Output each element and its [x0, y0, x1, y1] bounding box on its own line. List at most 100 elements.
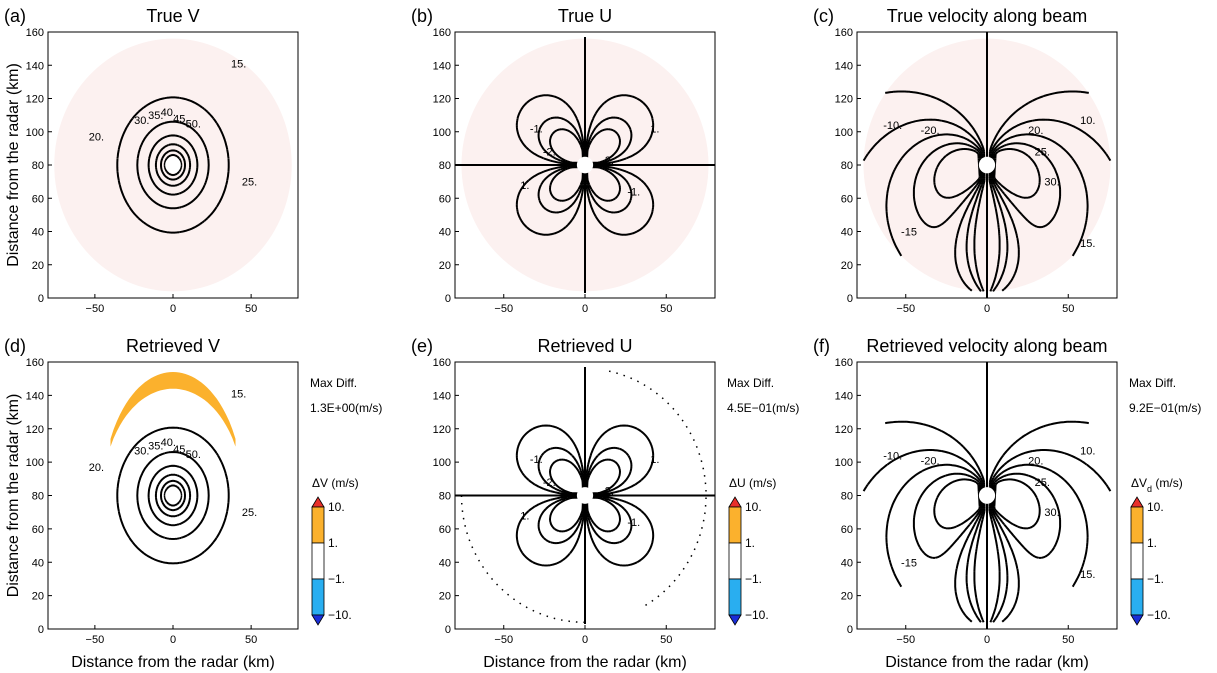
contour-line	[147, 464, 199, 527]
colorbar-tick-label: 1.	[328, 536, 338, 550]
contour-label: 20.	[1028, 455, 1043, 467]
colorbar-over-arrow	[1130, 496, 1144, 508]
max-diff-value: 4.5E−01(m/s)	[727, 401, 799, 415]
colorbar-tick-label: 10.	[1147, 500, 1164, 514]
panel-title: True V	[146, 6, 199, 26]
contour-line	[885, 133, 984, 292]
contour-label: 15.	[1080, 238, 1095, 250]
x-tick-label: 50	[1062, 634, 1074, 646]
chart-panel: 15. 20. 25. 30.35.40.45.50. 0 20 40 60 80 100 120 1…	[4, 6, 299, 315]
vortex-eye	[165, 156, 181, 174]
contour-label: 1.	[520, 180, 529, 192]
y-tick-label: 100	[433, 127, 451, 139]
panel-label: (a)	[4, 6, 26, 26]
y-tick-label: 20	[439, 260, 451, 272]
panel-title: Retrieved U	[537, 336, 632, 356]
y-tick-label: 160	[835, 27, 853, 39]
contour-line	[116, 96, 230, 234]
contour-line	[154, 143, 192, 187]
contour-line	[160, 479, 186, 512]
x-tick-label: 50	[245, 303, 257, 315]
x-tick-label: 0	[984, 303, 990, 315]
contour-line	[515, 424, 655, 567]
y-tick-label: 40	[439, 227, 451, 239]
x-tick-label: −50	[896, 303, 915, 315]
panel-label: (b)	[411, 6, 433, 26]
contour-line	[862, 449, 985, 623]
colorbar-over-arrow	[728, 496, 742, 508]
colorbar-segment	[728, 542, 742, 580]
panel-title: Retrieved velocity along beam	[866, 336, 1107, 356]
colorbar-tick-label: −10.	[1147, 608, 1171, 622]
y-tick-label: 80	[439, 160, 451, 172]
boundary-arc-right	[605, 369, 707, 606]
colorbar-segment	[728, 506, 742, 544]
contour-label: 15.	[1080, 569, 1095, 581]
x-tick-label: 50	[245, 634, 257, 646]
y-tick-label: 140	[835, 390, 853, 402]
contour-label: -1.	[627, 517, 640, 529]
contour-label: -2.	[543, 147, 556, 159]
contour-label: 30.	[1044, 507, 1059, 519]
contour-line	[163, 484, 183, 507]
y-tick-label: 160	[26, 27, 44, 39]
panel-title: True U	[558, 6, 612, 26]
max-diff-value: 9.2E−01(m/s)	[1129, 401, 1201, 415]
contour-line	[862, 118, 985, 292]
y-tick-label: 120	[835, 94, 853, 106]
max-diff-label: Max Diff.	[310, 376, 357, 390]
contour-line	[537, 116, 633, 214]
y-tick-label: 0	[445, 293, 451, 305]
contour-label: -2.	[543, 477, 556, 489]
colorbar-title-main: ΔV	[1131, 476, 1147, 490]
x-axis-label: Distance from the radar (km)	[483, 654, 687, 671]
colorbar-tick-label: −1.	[1147, 572, 1164, 586]
max-diff-label: Max Diff.	[1129, 376, 1176, 390]
contour-label: -10.	[883, 120, 902, 132]
y-tick-label: 0	[38, 293, 44, 305]
panel-label: (f)	[813, 336, 830, 356]
y-axis-label: Distance from the radar (km)	[5, 63, 22, 267]
colorbar-tick-label: 10.	[745, 500, 762, 514]
y-tick-label: 60	[439, 524, 451, 536]
contour-line	[933, 148, 981, 199]
contour-label: 30.	[134, 115, 149, 127]
plot-area	[455, 36, 715, 294]
colorbar-title: ΔU (m/s)	[729, 476, 776, 490]
y-tick-label: 80	[439, 491, 451, 503]
contour-line	[912, 472, 982, 559]
colorbar-segment	[1130, 506, 1144, 544]
difference-region	[110, 372, 236, 447]
contour-label: -1.	[530, 123, 543, 135]
contour-label: -20.	[921, 455, 940, 467]
y-tick-label: 100	[835, 127, 853, 139]
y-tick-label: 0	[847, 624, 853, 636]
contour-line	[988, 420, 1089, 623]
plot-area	[54, 38, 292, 292]
y-tick-label: 20	[841, 260, 853, 272]
contour-line	[515, 424, 655, 567]
contour-label: 20.	[1028, 125, 1043, 137]
contour-label: 10.	[1080, 445, 1095, 457]
y-tick-label: 40	[32, 227, 44, 239]
x-axis-label: Distance from the radar (km)	[885, 654, 1089, 671]
contour-label: -10.	[883, 450, 902, 462]
vortex-eye	[576, 487, 594, 504]
contour-label: -1.	[530, 454, 543, 466]
panel-title: Retrieved V	[126, 336, 220, 356]
y-tick-label: 20	[32, 260, 44, 272]
contour-label: 20.	[89, 132, 104, 144]
plot-area	[455, 367, 715, 624]
x-tick-label: −50	[86, 303, 105, 315]
contour-label: 2.	[605, 485, 614, 497]
panel-label: (e)	[411, 336, 433, 356]
contour-label: 1.	[520, 511, 529, 523]
y-tick-label: 0	[445, 624, 451, 636]
max-diff-label: Max Diff.	[727, 376, 774, 390]
y-tick-label: 140	[835, 60, 853, 72]
y-tick-label: 40	[841, 557, 853, 569]
x-tick-label: 50	[660, 303, 672, 315]
colorbar-tick-label: −1.	[745, 572, 762, 586]
